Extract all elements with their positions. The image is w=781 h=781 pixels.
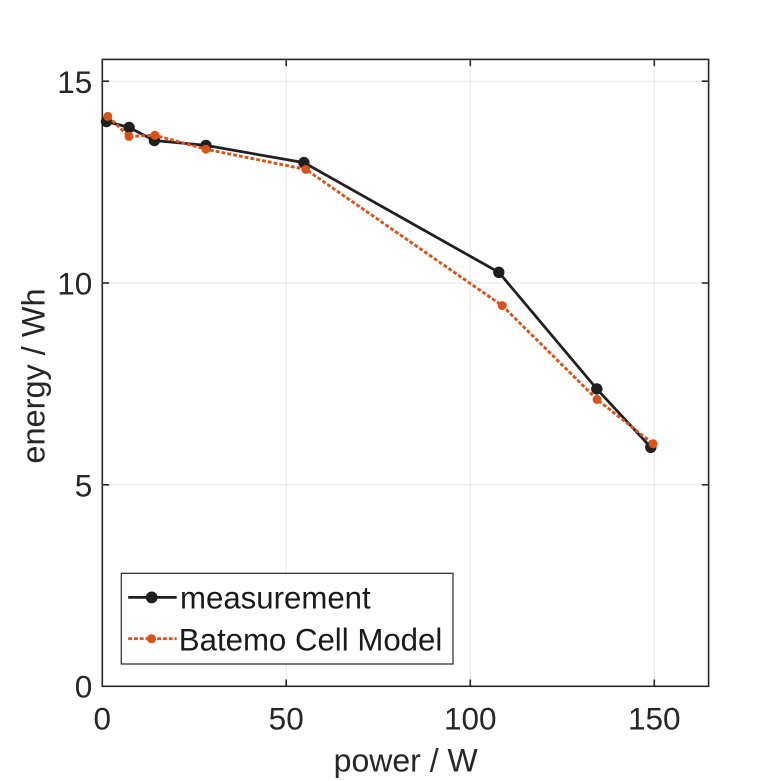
- svg-text:0: 0: [94, 700, 112, 736]
- svg-text:100: 100: [444, 700, 497, 736]
- svg-text:50: 50: [269, 700, 304, 736]
- svg-text:0: 0: [75, 668, 93, 704]
- svg-text:5: 5: [75, 467, 93, 503]
- svg-text:measurement: measurement: [180, 581, 371, 616]
- svg-text:150: 150: [628, 700, 681, 736]
- svg-text:15: 15: [57, 64, 92, 100]
- svg-text:Batemo Cell Model: Batemo Cell Model: [179, 623, 442, 658]
- svg-text:10: 10: [57, 266, 92, 302]
- svg-text:energy / Wh: energy / Wh: [16, 288, 52, 463]
- svg-text:power / W: power / W: [334, 742, 479, 778]
